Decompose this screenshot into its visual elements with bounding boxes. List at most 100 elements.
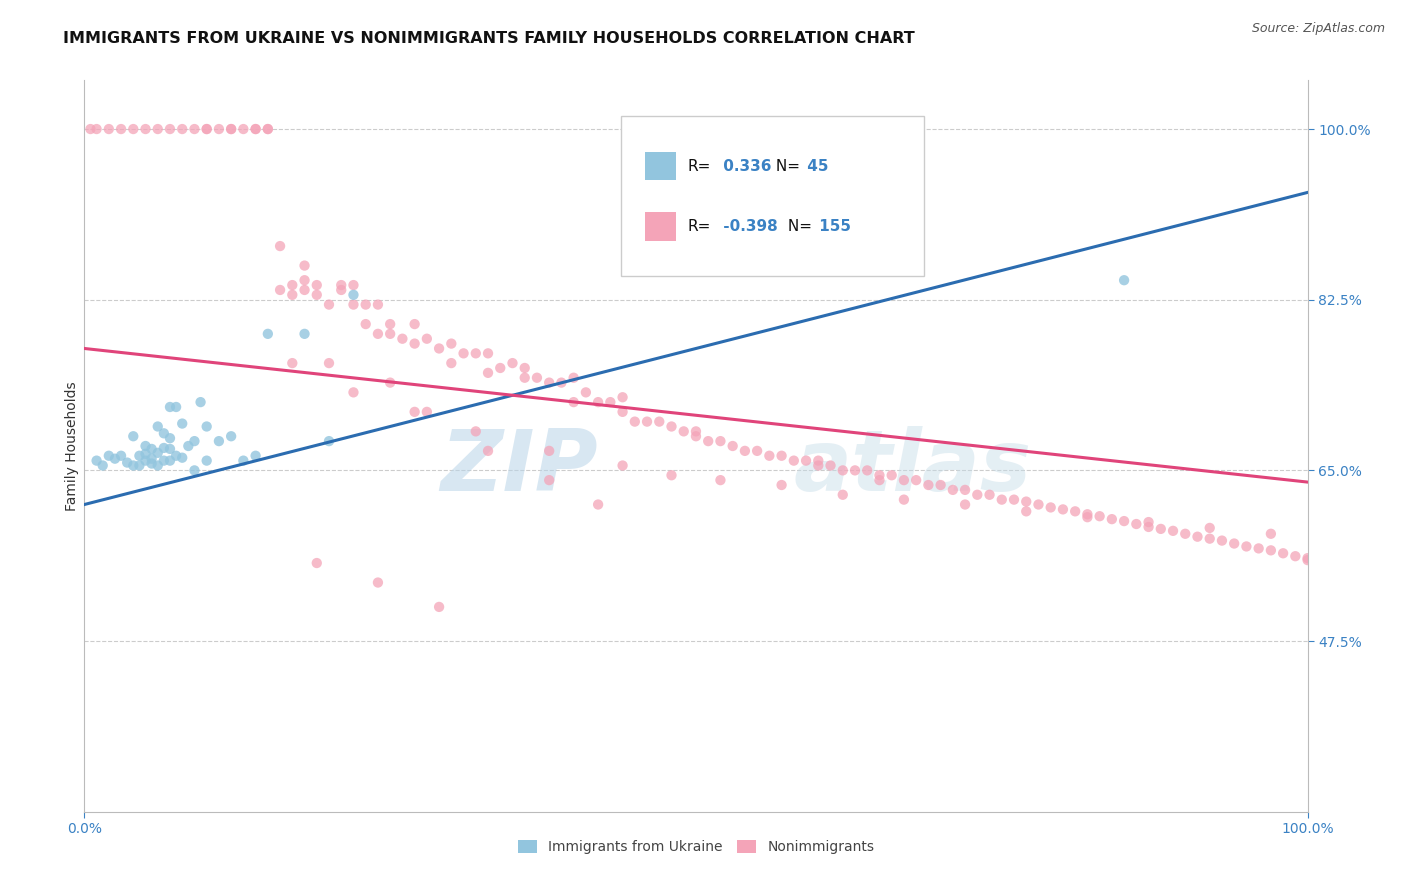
- Point: [380, 376, 402, 390]
- Point: [1150, 522, 1173, 536]
- Point: [195, 453, 218, 467]
- Point: [612, 405, 634, 419]
- Point: [208, 122, 231, 136]
- Point: [219, 122, 242, 136]
- Point: [464, 425, 486, 439]
- Point: [807, 458, 830, 473]
- Point: [612, 458, 634, 473]
- Point: [342, 297, 364, 311]
- Point: [783, 453, 806, 467]
- Point: [146, 122, 169, 136]
- Point: [159, 431, 181, 445]
- Point: [141, 451, 163, 466]
- Point: [953, 483, 976, 497]
- Point: [195, 122, 218, 136]
- Point: [893, 473, 915, 487]
- Point: [905, 473, 928, 487]
- Point: [342, 278, 364, 293]
- Point: [513, 370, 536, 384]
- Point: [416, 405, 439, 419]
- Point: [1272, 546, 1295, 560]
- Point: [318, 297, 340, 311]
- Point: [232, 122, 254, 136]
- Point: [1198, 532, 1220, 546]
- Point: [477, 346, 499, 360]
- Point: [128, 449, 150, 463]
- Text: N=: N=: [783, 219, 811, 234]
- Point: [979, 488, 1001, 502]
- Point: [1076, 508, 1098, 522]
- Point: [281, 356, 304, 370]
- Point: [354, 297, 377, 311]
- Point: [661, 468, 683, 483]
- Point: [354, 317, 377, 331]
- Point: [294, 326, 316, 341]
- Point: [966, 488, 988, 502]
- Point: [135, 453, 157, 467]
- Point: [1015, 504, 1038, 518]
- Point: [513, 361, 536, 376]
- Point: [1039, 500, 1062, 515]
- Point: [440, 336, 463, 351]
- Point: [159, 453, 181, 467]
- Text: ZIP: ZIP: [440, 426, 598, 509]
- Point: [172, 122, 194, 136]
- Point: [110, 122, 132, 136]
- Point: [159, 400, 181, 414]
- Point: [219, 122, 242, 136]
- Point: [1028, 498, 1050, 512]
- Point: [146, 458, 169, 473]
- Point: [953, 498, 976, 512]
- Point: [440, 356, 463, 370]
- Point: [330, 283, 353, 297]
- Point: [128, 458, 150, 473]
- Point: [416, 332, 439, 346]
- Point: [219, 429, 242, 443]
- Point: [177, 439, 200, 453]
- Point: [453, 346, 475, 360]
- Point: [257, 122, 280, 136]
- Point: [257, 122, 280, 136]
- Point: [122, 429, 145, 443]
- Point: [538, 376, 561, 390]
- Text: R=: R=: [688, 219, 710, 234]
- Point: [367, 326, 389, 341]
- Point: [1174, 526, 1197, 541]
- Point: [1296, 551, 1319, 566]
- Point: [104, 451, 127, 466]
- Point: [697, 434, 720, 449]
- Point: [1187, 530, 1209, 544]
- Legend: Immigrants from Ukraine, Nonimmigrants: Immigrants from Ukraine, Nonimmigrants: [512, 834, 880, 860]
- Point: [1211, 533, 1233, 548]
- Point: [122, 458, 145, 473]
- Point: [929, 478, 952, 492]
- Point: [685, 425, 707, 439]
- Point: [831, 463, 853, 477]
- Point: [404, 317, 426, 331]
- Point: [526, 370, 548, 384]
- Point: [318, 356, 340, 370]
- Text: IMMIGRANTS FROM UKRAINE VS NONIMMIGRANTS FAMILY HOUSEHOLDS CORRELATION CHART: IMMIGRANTS FROM UKRAINE VS NONIMMIGRANTS…: [63, 31, 915, 46]
- Point: [807, 453, 830, 467]
- Point: [172, 417, 194, 431]
- Point: [97, 449, 120, 463]
- Point: [464, 346, 486, 360]
- Point: [869, 473, 891, 487]
- Point: [1260, 543, 1282, 558]
- Point: [122, 122, 145, 136]
- Point: [79, 122, 101, 136]
- Point: [342, 288, 364, 302]
- Point: [672, 425, 695, 439]
- Point: [115, 456, 138, 470]
- Point: [624, 415, 647, 429]
- Point: [146, 419, 169, 434]
- Point: [183, 434, 205, 449]
- Point: [232, 453, 254, 467]
- Point: [502, 356, 524, 370]
- Point: [794, 453, 817, 467]
- Point: [1052, 502, 1074, 516]
- Point: [1284, 549, 1306, 564]
- Point: [599, 395, 621, 409]
- Point: [391, 332, 413, 346]
- Point: [380, 326, 402, 341]
